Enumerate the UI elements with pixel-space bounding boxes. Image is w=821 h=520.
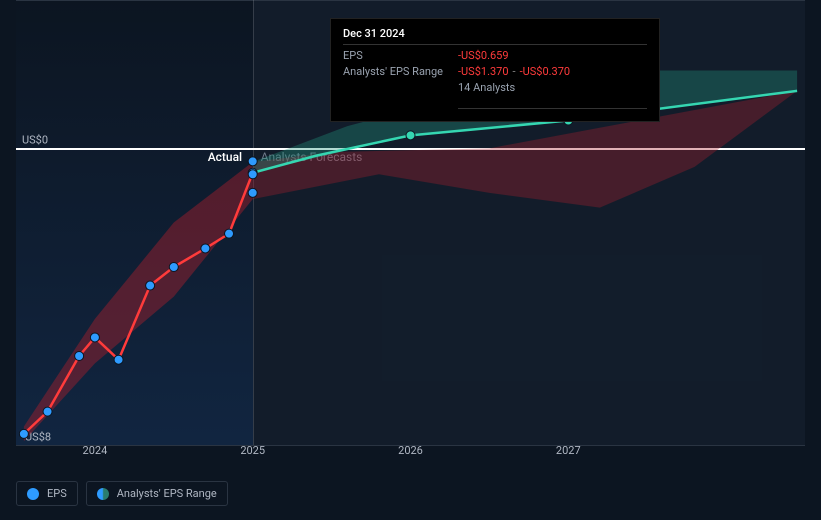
x-axis-label: 2026 bbox=[398, 444, 423, 457]
legend-label: Analysts' EPS Range bbox=[117, 487, 217, 500]
data-marker[interactable] bbox=[248, 157, 257, 166]
tooltip-eps-value: -US$0.659 bbox=[458, 49, 509, 62]
data-marker[interactable] bbox=[43, 407, 52, 416]
tooltip-range-low: -US$1.370 bbox=[458, 65, 509, 78]
legend-label: EPS bbox=[47, 487, 67, 500]
data-marker[interactable] bbox=[201, 244, 210, 253]
legend: EPS Analysts' EPS Range bbox=[16, 481, 228, 506]
legend-swatch-eps bbox=[27, 488, 39, 500]
x-axis-label: 2027 bbox=[556, 444, 581, 457]
data-marker[interactable] bbox=[90, 333, 99, 342]
data-marker[interactable] bbox=[146, 281, 155, 290]
data-marker[interactable] bbox=[406, 131, 415, 140]
x-axis-label: 2025 bbox=[240, 444, 265, 457]
data-marker[interactable] bbox=[248, 170, 257, 179]
tooltip-range-high: -US$0.370 bbox=[520, 65, 571, 78]
data-marker[interactable] bbox=[169, 263, 178, 272]
data-marker[interactable] bbox=[225, 229, 234, 238]
tooltip: Dec 31 2024 EPS-US$0.659Analysts' EPS Ran… bbox=[330, 18, 660, 122]
data-marker[interactable] bbox=[114, 355, 123, 364]
tooltip-range-label: Analysts' EPS Range bbox=[343, 65, 458, 78]
x-axis-label: 2024 bbox=[83, 444, 108, 457]
legend-item-range[interactable]: Analysts' EPS Range bbox=[86, 481, 228, 506]
data-marker[interactable] bbox=[19, 429, 28, 438]
range_actual-area bbox=[24, 162, 253, 441]
tooltip-eps-label: EPS bbox=[343, 49, 458, 62]
tooltip-date: Dec 31 2024 bbox=[343, 27, 647, 45]
data-marker[interactable] bbox=[75, 352, 84, 361]
tooltip-range-sep: - bbox=[513, 65, 516, 78]
tooltip-analysts-count: 14 Analysts bbox=[458, 81, 647, 109]
legend-item-eps[interactable]: EPS bbox=[16, 481, 78, 506]
legend-swatch-range bbox=[97, 488, 109, 500]
data-marker[interactable] bbox=[248, 188, 257, 197]
